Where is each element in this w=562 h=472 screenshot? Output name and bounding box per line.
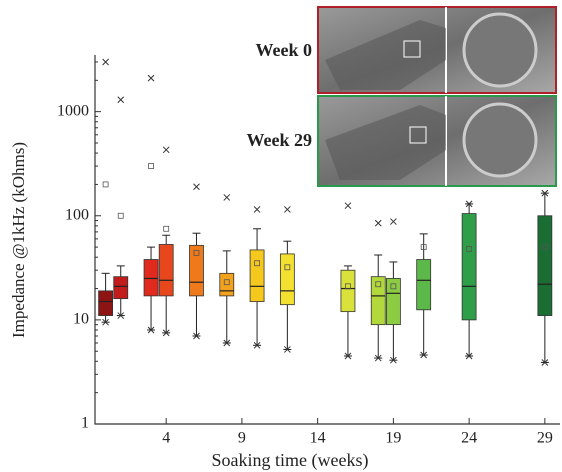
box (98, 290, 114, 316)
min-marker (117, 312, 125, 319)
min-marker (541, 359, 549, 366)
max-marker (465, 200, 473, 208)
max-marker (344, 202, 352, 210)
mean-marker (375, 281, 382, 288)
mean-marker (254, 260, 260, 267)
min-marker (102, 318, 109, 326)
box (279, 253, 295, 306)
box (537, 215, 553, 316)
mean-marker (223, 279, 230, 286)
x-tick-label: 24 (461, 430, 477, 447)
inset-images (317, 6, 557, 187)
mean-marker (345, 283, 351, 290)
box (370, 276, 386, 326)
max-marker (102, 58, 109, 66)
mean-marker (541, 244, 548, 251)
max-marker (223, 194, 231, 201)
y-tick-label: 1000 (57, 102, 89, 119)
x-tick-label: 9 (238, 430, 246, 447)
mean-marker (466, 246, 473, 252)
y-tick-label: 1 (81, 415, 89, 432)
annotation: Week 0 (256, 40, 313, 60)
max-marker (390, 218, 397, 225)
x-tick-label: 4 (162, 430, 170, 447)
min-marker (223, 339, 231, 347)
box (158, 244, 174, 297)
x-tick-label: 29 (537, 430, 553, 447)
max-marker (253, 206, 261, 213)
x-axis-label: Soaking time (weeks) (212, 450, 369, 471)
mean-marker (390, 283, 397, 290)
mean-marker (420, 244, 427, 251)
box (461, 213, 477, 321)
x-tick-label: 14 (310, 430, 326, 447)
x-tick-label: 19 (385, 430, 401, 447)
box (249, 249, 265, 302)
min-marker (162, 329, 170, 337)
box (416, 259, 432, 311)
min-marker (344, 352, 352, 360)
box (113, 276, 129, 300)
y-tick-label: 10 (73, 311, 89, 328)
min-marker (253, 341, 261, 349)
box (340, 269, 356, 313)
max-marker (541, 189, 549, 197)
box (189, 244, 204, 297)
max-marker (117, 96, 125, 104)
box (143, 259, 159, 297)
y-axis-label: Impedance @1kHz (kOhms) (9, 142, 28, 338)
min-marker (193, 332, 200, 340)
box (385, 278, 401, 326)
mean-marker (163, 225, 170, 232)
max-marker (284, 206, 291, 213)
min-marker (284, 346, 291, 353)
min-marker (390, 356, 397, 364)
annotation: Week 29 (247, 130, 313, 150)
mean-marker (193, 249, 200, 256)
mean-marker (117, 212, 124, 219)
min-marker (420, 351, 428, 359)
max-marker (374, 219, 382, 227)
max-marker (193, 183, 200, 191)
max-marker (147, 74, 155, 82)
mean-marker (284, 264, 291, 271)
min-marker (374, 354, 382, 362)
mean-marker (102, 181, 109, 188)
max-marker (162, 146, 170, 154)
min-marker (465, 352, 473, 360)
min-marker (147, 326, 155, 334)
y-tick-label: 100 (65, 206, 89, 223)
mean-marker (148, 163, 154, 169)
